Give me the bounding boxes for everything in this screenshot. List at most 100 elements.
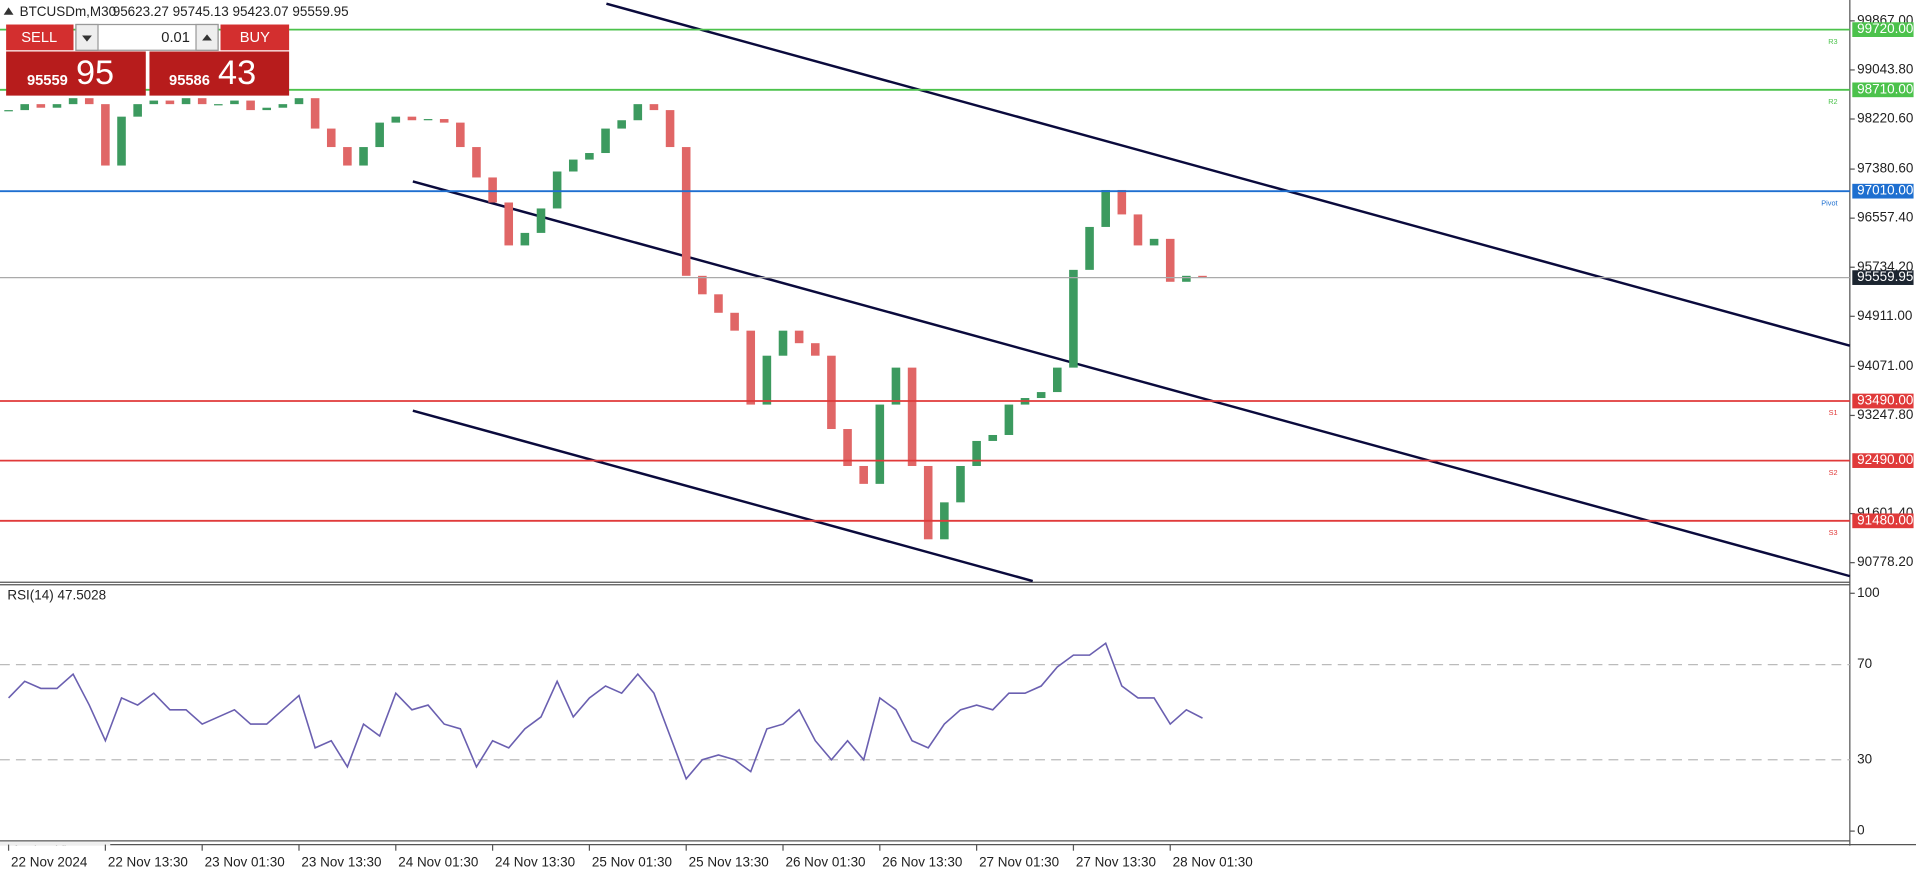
- level-price-label: 97010.00: [1857, 183, 1913, 198]
- candle: [617, 120, 626, 129]
- y-tick-label: 97380.60: [1857, 161, 1913, 176]
- x-tick-label: 28 Nov 01:30: [1173, 855, 1253, 870]
- y-tick-label: 30: [1857, 751, 1872, 766]
- candle: [391, 116, 401, 123]
- candle: [891, 367, 901, 405]
- candle: [165, 100, 175, 105]
- bid-pips: 95: [76, 54, 114, 92]
- collapse-icon[interactable]: [3, 7, 14, 15]
- candle: [117, 116, 126, 166]
- candle: [1004, 404, 1014, 435]
- lot-value: 0.01: [161, 30, 190, 46]
- candle: [84, 98, 94, 105]
- level-name: S2: [1829, 468, 1838, 477]
- sell-button[interactable]: [6, 24, 74, 51]
- candle: [36, 104, 46, 108]
- candle: [472, 147, 481, 178]
- candle: [568, 159, 578, 172]
- level-name: S3: [1829, 528, 1838, 537]
- candle: [359, 147, 368, 166]
- x-tick-label: 23 Nov 01:30: [205, 855, 285, 870]
- x-tick-label: 27 Nov 01:30: [979, 855, 1059, 870]
- candle: [456, 122, 465, 148]
- candle: [698, 275, 707, 295]
- candle: [488, 177, 497, 203]
- y-tick-label: 98220.60: [1857, 111, 1913, 126]
- symbol-label: BTCUSDm,M30: [20, 4, 117, 19]
- candle: [423, 119, 433, 121]
- bid-box[interactable]: [6, 51, 146, 96]
- candle: [439, 119, 449, 123]
- candle: [520, 232, 530, 246]
- candle: [633, 104, 643, 121]
- level-price-box: [1852, 393, 1914, 409]
- candle: [262, 107, 272, 111]
- time-axis-bg: [0, 845, 1916, 874]
- candle: [907, 367, 917, 466]
- candle: [923, 465, 933, 540]
- x-tick-label: 27 Nov 13:30: [1076, 855, 1156, 870]
- candle: [585, 153, 594, 160]
- candle: [1053, 367, 1062, 393]
- candle: [197, 98, 207, 105]
- arrow-down: [82, 35, 92, 42]
- candle: [843, 429, 852, 466]
- candle: [375, 122, 384, 148]
- level-price-box: [1852, 22, 1914, 37]
- candle: [407, 116, 417, 121]
- rsi-title: RSI(14) 47.5028: [7, 587, 106, 602]
- x-tick-label: 23 Nov 13:30: [301, 855, 381, 870]
- y-tick-label: 94911.00: [1857, 308, 1912, 323]
- level-price-box: [1852, 82, 1914, 98]
- level-name: S1: [1829, 408, 1838, 417]
- ask-main: 95586: [169, 73, 210, 89]
- candle: [536, 208, 546, 233]
- candle: [504, 202, 514, 246]
- candle: [1036, 392, 1046, 399]
- candle: [681, 147, 691, 276]
- candle: [956, 465, 965, 503]
- candle: [730, 312, 739, 331]
- tab-strip: [0, 842, 111, 846]
- candle: [601, 128, 610, 154]
- y-tick-label: 95734.20: [1857, 259, 1913, 274]
- x-tick-label: 24 Nov 13:30: [495, 855, 575, 870]
- candle: [4, 110, 13, 112]
- y-tick-label: 94071.00: [1857, 358, 1913, 373]
- trend-line: [606, 2, 1851, 347]
- candle: [214, 104, 223, 106]
- candle: [326, 128, 336, 148]
- candle: [278, 104, 288, 108]
- candle: [1069, 269, 1078, 368]
- candle: [714, 294, 723, 313]
- level-name: Pivot: [1821, 198, 1837, 207]
- candle: [1117, 189, 1127, 215]
- buy-button[interactable]: [220, 24, 290, 51]
- candle: [859, 465, 868, 484]
- y-tick-label: 99043.80: [1857, 61, 1913, 76]
- candle: [101, 104, 110, 166]
- candle: [827, 355, 836, 430]
- candle: [133, 104, 142, 117]
- candle: [746, 330, 756, 405]
- candle: [181, 98, 191, 105]
- buy-label: BUY: [240, 30, 270, 46]
- level-name: R2: [1828, 97, 1837, 106]
- ask-box[interactable]: [149, 51, 290, 96]
- candle: [20, 104, 29, 111]
- candle: [1165, 238, 1175, 282]
- level-price-label: 99720.00: [1857, 21, 1913, 36]
- rsi-line: [8, 641, 1203, 781]
- candle: [230, 100, 239, 105]
- trend-line: [412, 180, 1851, 578]
- candle: [294, 98, 304, 105]
- candle: [343, 147, 352, 166]
- sell-label: SELL: [21, 30, 57, 46]
- bid-price-box: [1852, 270, 1914, 285]
- x-tick-label: 22 Nov 2024: [11, 855, 88, 870]
- candle: [246, 100, 255, 111]
- x-tick-label: 26 Nov 01:30: [785, 855, 865, 870]
- y-tick-label: 90778.20: [1857, 554, 1913, 569]
